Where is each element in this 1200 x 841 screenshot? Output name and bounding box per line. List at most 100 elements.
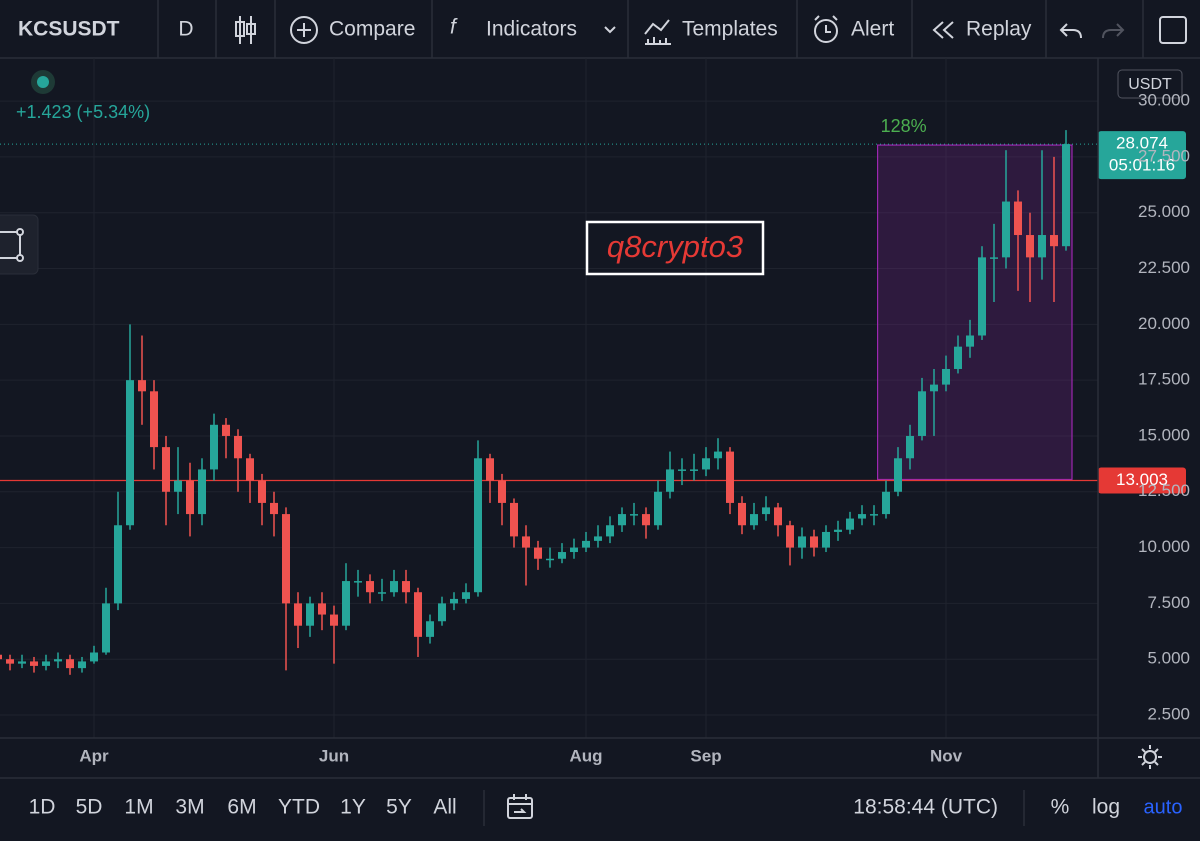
settings-gear[interactable] (1138, 745, 1162, 769)
candle-body (474, 458, 482, 593)
y-tick-label: 25.000 (1138, 202, 1190, 221)
y-tick-label: 12.500 (1138, 481, 1190, 500)
candle-body (438, 603, 446, 622)
layout-button[interactable] (1159, 16, 1187, 44)
replay-icon[interactable] (932, 21, 954, 39)
rect-tool-icon[interactable] (0, 228, 24, 262)
candle-body (366, 581, 374, 593)
interval[interactable]: D (178, 18, 193, 41)
y-tick-label: 17.500 (1138, 370, 1190, 389)
candle-body (642, 514, 650, 526)
range-button[interactable]: 1Y (340, 796, 366, 819)
candle-body (1038, 235, 1046, 258)
symbol[interactable]: KCSUSDT (18, 18, 120, 41)
candle-body (114, 525, 122, 604)
x-tick-label: Aug (569, 746, 602, 765)
candle-body (858, 514, 866, 519)
chart-type-icon[interactable] (235, 16, 256, 44)
candle-body (462, 592, 470, 599)
candle-body (1062, 144, 1070, 247)
candle-body (306, 603, 314, 626)
range-button[interactable]: All (433, 796, 456, 819)
candle-body (270, 502, 278, 515)
candle-body (906, 435, 914, 459)
status-dot (37, 76, 49, 88)
y-tick-label: 10.000 (1138, 537, 1190, 556)
candle-body (546, 558, 554, 561)
alert-icon[interactable] (814, 15, 838, 43)
drawings (0, 143, 1098, 482)
candle-body (978, 257, 986, 336)
y-tick-label: 5.000 (1147, 649, 1190, 668)
y-tick-label: 7.500 (1147, 593, 1190, 612)
replay-button[interactable]: Replay (966, 18, 1032, 41)
x-tick-label: Jun (319, 746, 349, 765)
candle-body (774, 507, 782, 526)
candle-body (18, 661, 26, 664)
log-toggle[interactable]: log (1092, 796, 1120, 819)
candle-body (618, 514, 626, 526)
candle-body (90, 652, 98, 662)
range-button[interactable]: 1D (29, 796, 56, 819)
candle-body (606, 525, 614, 537)
range-button[interactable]: 5D (76, 796, 103, 819)
percent-toggle[interactable]: % (1051, 796, 1070, 819)
candle-body (222, 424, 230, 436)
candle-body (918, 391, 926, 436)
hline-tag (1098, 467, 1186, 494)
auto-toggle[interactable]: auto (1144, 796, 1183, 818)
candle-body (486, 458, 494, 481)
indicators-icon[interactable]: f (450, 16, 458, 39)
candle-body (750, 514, 758, 526)
compare-button[interactable]: Compare (329, 18, 415, 41)
y-tick-label: 2.500 (1147, 704, 1190, 723)
grid (0, 58, 1098, 738)
candle-body (786, 525, 794, 548)
currency-badge[interactable] (1117, 69, 1183, 99)
undo[interactable] (1059, 23, 1082, 39)
candle-body (186, 480, 194, 515)
watermark-box (585, 220, 765, 276)
candle-body (6, 659, 14, 664)
candle-body (570, 547, 578, 553)
candle-body (402, 581, 410, 593)
alert-button[interactable]: Alert (851, 18, 894, 41)
range-button[interactable]: YTD (278, 796, 320, 819)
y-tick-label: 20.000 (1138, 314, 1190, 333)
candle-body (138, 380, 146, 392)
candle-body (1002, 201, 1010, 258)
chevron[interactable] (604, 26, 616, 34)
candle-body (702, 458, 710, 470)
candle-body (810, 536, 818, 548)
clock[interactable]: 18:58:44 (UTC) (853, 796, 998, 819)
candle-body (126, 380, 134, 526)
toolbar: KCSUSDT D Compare f Indicators Templates… (18, 0, 1187, 58)
redo[interactable] (1102, 23, 1125, 39)
overlays: 128% USDT 28.074 05:01:16 13.003 (881, 69, 1186, 494)
candle-body (510, 502, 518, 537)
templates-icon[interactable] (644, 19, 671, 45)
goto-date[interactable] (507, 794, 533, 819)
candle-body (498, 480, 506, 503)
candle-body (798, 536, 806, 548)
candle-body (630, 514, 638, 516)
drawing-tool[interactable] (0, 214, 39, 275)
bottom-bar: 18:58:44 (UTC) % log auto 1D 5D 1M 3M 6M YTD 1… (29, 790, 1183, 826)
candle-body (1014, 201, 1022, 236)
x-tick-label: Nov (930, 746, 963, 765)
candle-body (690, 469, 698, 471)
range-button[interactable]: 6M (227, 796, 256, 819)
candle-body (54, 659, 62, 662)
templates-button[interactable]: Templates (682, 18, 778, 41)
range-button[interactable]: 3M (175, 796, 204, 819)
range-button[interactable]: 5Y (386, 796, 412, 819)
indicators-button[interactable]: Indicators (486, 18, 577, 41)
candle-body (150, 391, 158, 448)
candle-body (582, 540, 590, 548)
candle-body (426, 621, 434, 637)
candle-body (558, 552, 566, 559)
x-tick-label: Sep (690, 746, 721, 765)
compare-icon[interactable] (290, 16, 318, 44)
range-button[interactable]: 1M (124, 796, 153, 819)
